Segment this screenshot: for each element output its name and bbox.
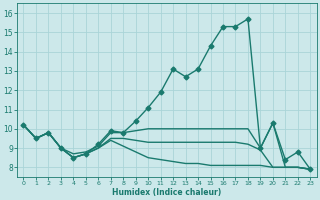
X-axis label: Humidex (Indice chaleur): Humidex (Indice chaleur) <box>112 188 221 197</box>
